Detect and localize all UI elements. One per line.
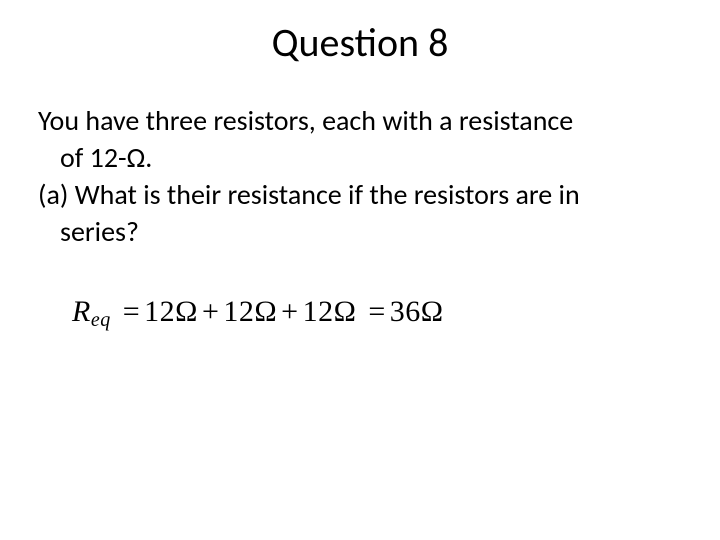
slide: Question 8 You have three resistors, eac… bbox=[0, 18, 720, 540]
eq-plus-1: + bbox=[198, 295, 223, 328]
body-line-1: You have three resistors, each with a re… bbox=[38, 103, 682, 138]
eq-term1-value: 12 bbox=[144, 295, 175, 328]
eq-lhs-subscript: eq bbox=[91, 309, 111, 331]
eq-equals-2: = bbox=[364, 295, 389, 328]
slide-title: Question 8 bbox=[0, 18, 720, 67]
eq-term3-value: 12 bbox=[303, 295, 334, 328]
equation: Req =12Ω+12Ω+12Ω =36Ω bbox=[72, 295, 720, 332]
body-line-2: of 12-Ω. bbox=[38, 140, 682, 175]
eq-result-unit: Ω bbox=[421, 295, 444, 328]
eq-lhs-symbol: R bbox=[72, 295, 91, 328]
body-line-3: (a) What is their resistance if the resi… bbox=[38, 177, 682, 212]
eq-term3-unit: Ω bbox=[334, 295, 357, 328]
eq-plus-2: + bbox=[277, 295, 302, 328]
eq-term1-unit: Ω bbox=[175, 295, 198, 328]
eq-term2-unit: Ω bbox=[254, 295, 277, 328]
eq-result-value: 36 bbox=[390, 295, 421, 328]
slide-body: You have three resistors, each with a re… bbox=[38, 103, 682, 249]
body-line-4: series? bbox=[38, 214, 682, 249]
eq-term2-value: 12 bbox=[223, 295, 254, 328]
eq-equals: = bbox=[119, 295, 144, 328]
